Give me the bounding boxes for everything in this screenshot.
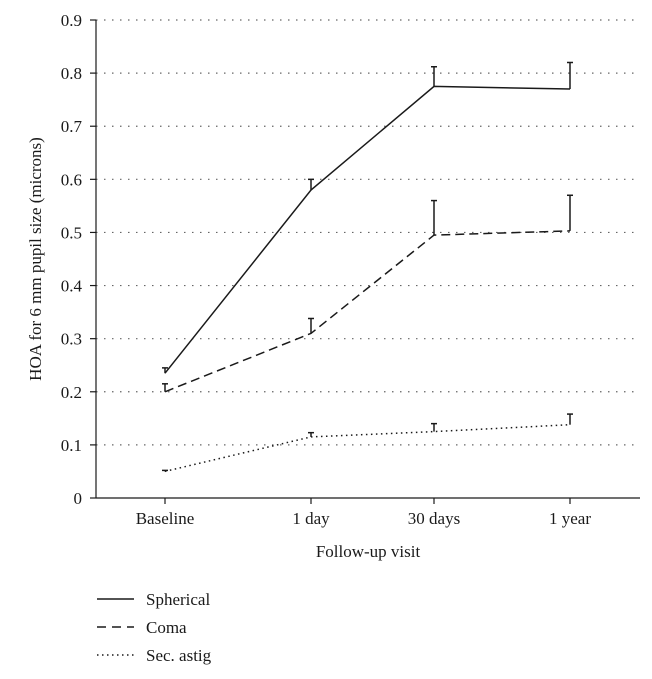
y-tick-label: 0.9: [61, 11, 82, 30]
y-axis-ticks: 0 0.1 0.2 0.3 0.4 0.5 0.6 0.7 0.8 0.9: [61, 11, 96, 508]
x-tick-label: 1 year: [549, 509, 591, 528]
x-tick-label: 30 days: [408, 509, 460, 528]
legend-label: Coma: [146, 618, 187, 637]
y-tick-label: 0.6: [61, 170, 82, 189]
legend-label: Sec. astig: [146, 646, 212, 665]
y-axis-label: HOA for 6 mm pupil size (microns): [26, 137, 45, 381]
y-tick-label: 0.3: [61, 330, 82, 349]
grid-lines: [96, 19, 640, 446]
series-line-coma: [164, 230, 571, 393]
legend-label: Spherical: [146, 590, 210, 609]
axes: [95, 20, 640, 499]
y-tick-label: 0.4: [61, 277, 83, 296]
series-line-spherical: [164, 85, 571, 374]
x-axis-ticks: Baseline 1 day 30 days 1 year: [136, 498, 591, 528]
series-line-sec-astig: [164, 423, 571, 473]
y-tick-label: 0.1: [61, 436, 82, 455]
y-tick-label: 0.8: [61, 64, 82, 83]
x-tick-label: 1 day: [292, 509, 330, 528]
x-axis-label: Follow-up visit: [316, 542, 421, 561]
x-tick-label: Baseline: [136, 509, 195, 528]
y-tick-label: 0.7: [61, 117, 83, 136]
legend: Spherical Coma Sec. astig: [97, 590, 212, 665]
y-tick-label: 0.5: [61, 223, 82, 242]
y-tick-label: 0: [74, 489, 83, 508]
series-group: [162, 61, 573, 473]
y-tick-label: 0.2: [61, 383, 82, 402]
